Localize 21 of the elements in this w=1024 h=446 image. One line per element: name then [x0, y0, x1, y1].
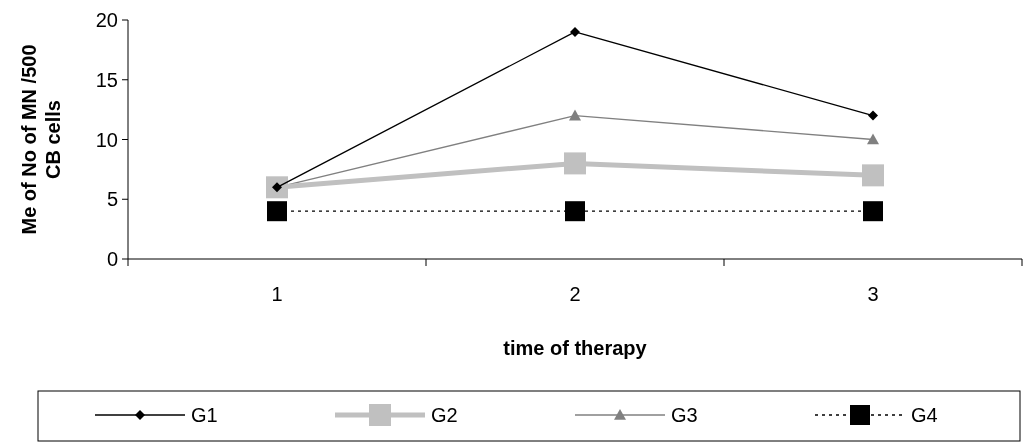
point — [868, 110, 878, 121]
y-tick-label: 15 — [95, 68, 118, 91]
point — [267, 201, 287, 222]
x-tick-label: 2 — [569, 283, 581, 305]
legend-label: G4 — [911, 404, 938, 426]
y-tick-label: 5 — [106, 188, 118, 211]
x-tick-label: 1 — [271, 283, 283, 305]
y-tick-label: 0 — [106, 248, 118, 270]
point — [863, 201, 883, 222]
y-tick-label: 10 — [95, 128, 118, 151]
y-tick-label: 20 — [95, 9, 118, 31]
x-tick-label: 3 — [867, 283, 879, 305]
legend-label: G1 — [191, 404, 218, 426]
point — [862, 164, 884, 187]
y-axis-title: Me of No of MN /500 CB cells — [18, 44, 64, 235]
x-axis-title: time of therapy — [503, 337, 648, 359]
point — [565, 201, 585, 222]
legend-label: G3 — [671, 404, 698, 426]
point — [564, 152, 586, 175]
point — [570, 26, 580, 37]
legend-label: G2 — [431, 404, 458, 426]
